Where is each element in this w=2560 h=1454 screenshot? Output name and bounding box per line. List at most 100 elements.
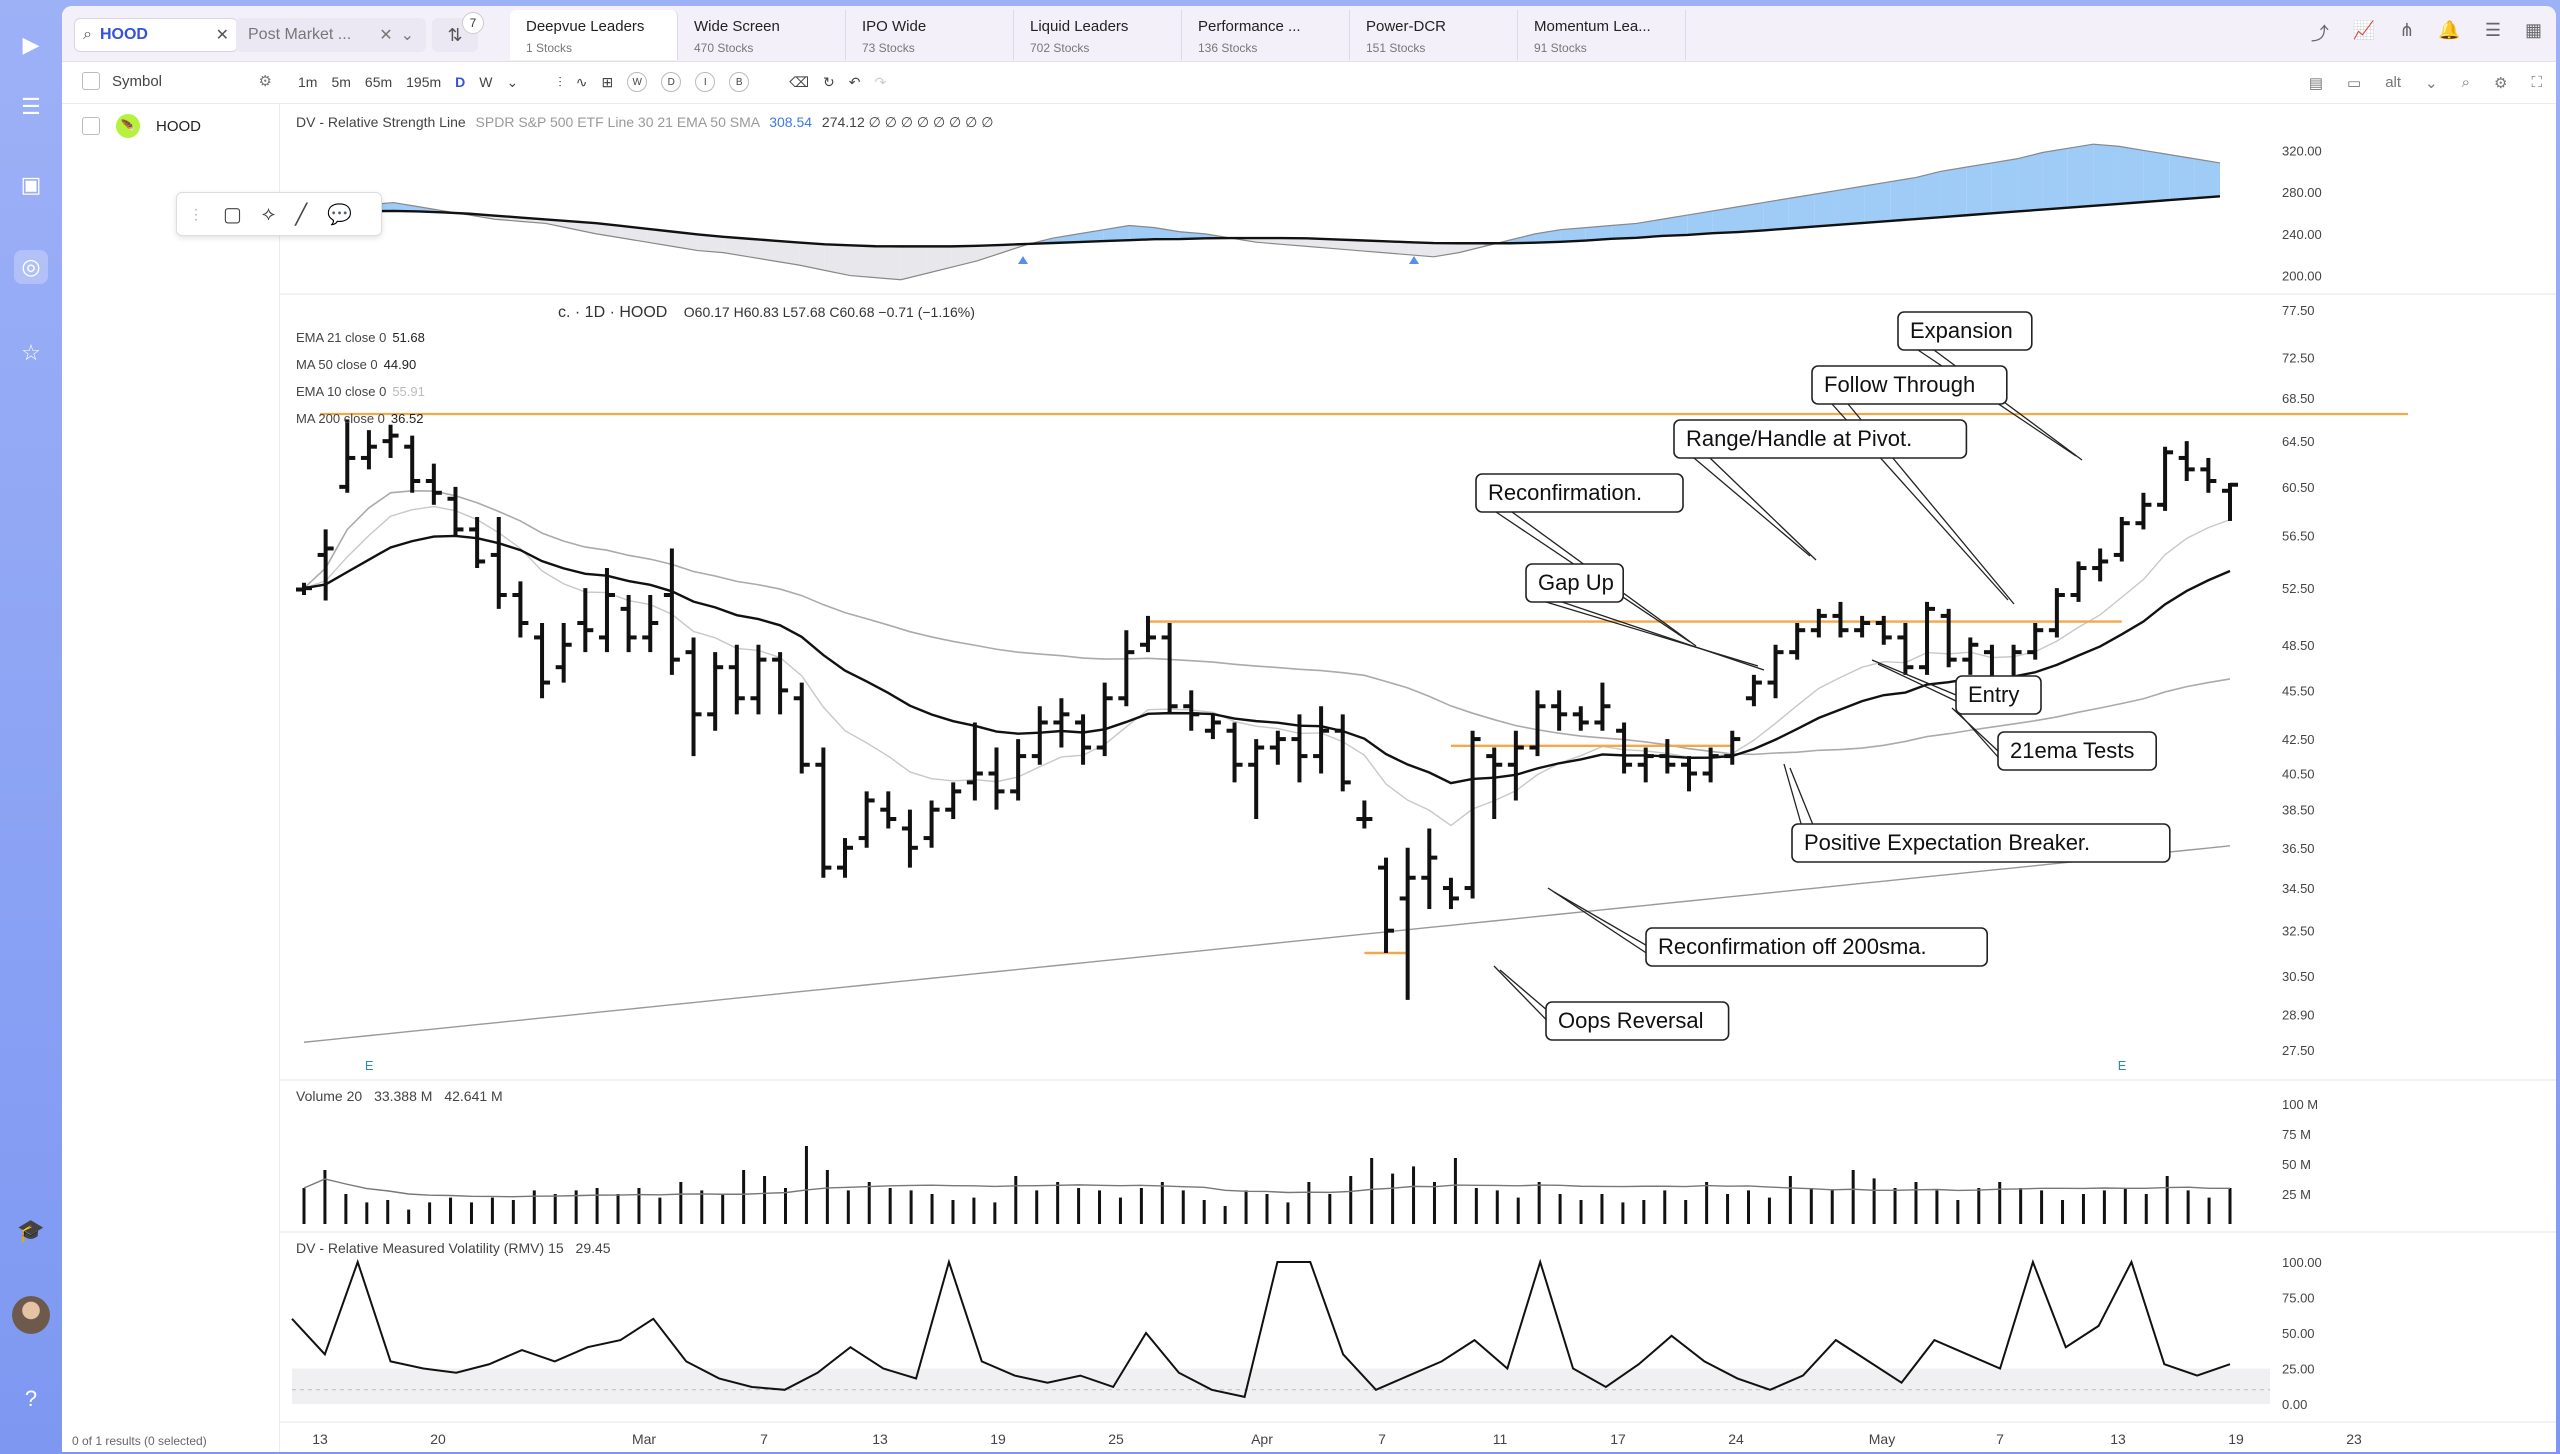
rs-fill-segment <box>748 238 774 261</box>
network-icon[interactable]: ⋔ <box>2399 20 2415 40</box>
folder-icon[interactable]: ▭ <box>2347 75 2362 92</box>
rs-fill-segment <box>621 225 648 243</box>
avatar[interactable] <box>12 1296 50 1334</box>
chart-right-tools: ▤ ▭ alt ⌄ ⌕ ⚙ ⛶ <box>2309 74 2542 92</box>
share-icon[interactable]: ⤴ <box>2310 24 2329 44</box>
timeframe-w[interactable]: W <box>479 74 493 90</box>
annotation-leader <box>1693 457 1811 557</box>
select-all-checkbox[interactable] <box>82 72 100 90</box>
chevron-down-icon[interactable]: ⌄ <box>506 73 519 90</box>
chart-toolbar: Symbol ⚙ 1m 5m 65m 195m D W ⌄ ⫶ ∿ ⊞ W D … <box>62 62 2556 104</box>
annotation-box <box>1645 927 1989 967</box>
earnings-marker: E <box>365 1058 374 1073</box>
alt-label[interactable]: alt <box>2385 74 2402 91</box>
rmv-tick-label: 50.00 <box>2282 1326 2315 1341</box>
fib-tool-icon[interactable]: ⟡ <box>261 202 276 225</box>
tab-wide-screen[interactable]: Wide Screen 470 Stocks <box>678 10 846 60</box>
search-box[interactable]: ⌕ HOOD ✕ <box>74 18 238 52</box>
indicators-icon[interactable]: ∿ <box>575 73 588 90</box>
template-icon[interactable]: ▤ <box>2308 75 2324 92</box>
chart-icon[interactable]: 📈 <box>2352 20 2376 40</box>
annotation-leader <box>1871 659 1957 696</box>
comment-tool-icon[interactable]: 💬 <box>327 203 353 226</box>
help-icon[interactable]: ? <box>24 1386 38 1411</box>
toggle-w[interactable]: W <box>627 72 648 92</box>
rs-fill-segment <box>1687 210 1713 235</box>
price-bar <box>837 838 854 878</box>
bell-icon[interactable]: 🔔 <box>2438 20 2461 40</box>
undo-icon[interactable]: ↶ <box>848 73 861 90</box>
rectangle-tool-icon[interactable]: ▢ <box>223 203 242 226</box>
radar-icon[interactable]: ◎ <box>14 250 48 284</box>
toggle-i[interactable]: I <box>695 72 716 92</box>
timeframe-5m[interactable]: 5m <box>331 74 351 90</box>
list-view-icon[interactable]: ☰ <box>2484 20 2501 40</box>
price-bar <box>1183 690 1200 731</box>
fullscreen-icon[interactable]: ⛶ <box>2531 74 2542 91</box>
timeframe-d[interactable]: D <box>455 74 466 90</box>
list-item[interactable]: 🪶 HOOD <box>82 114 272 138</box>
price-bar <box>620 594 637 653</box>
rs-fill-segment <box>1864 181 1891 223</box>
settings-icon[interactable]: ⚙ <box>2494 75 2508 92</box>
symbol-name: HOOD <box>156 117 201 135</box>
chevron-down-icon[interactable]: ⌄ <box>2425 75 2438 92</box>
tab-deepvue-leaders[interactable]: Deepvue Leaders 1 Stocks <box>510 10 678 60</box>
x-axis-label: 13 <box>312 1431 328 1447</box>
price-bar <box>685 637 702 757</box>
annotation-label: Positive Expectation Breaker. <box>1804 830 2090 855</box>
symbol-header: Symbol ⚙ <box>82 72 272 90</box>
layout-icon[interactable]: ▣ <box>20 172 42 197</box>
annotation-label: Range/Handle at Pivot. <box>1686 426 1912 451</box>
filter-badge: 7 <box>462 12 484 34</box>
tab-momentum-leaders[interactable]: Momentum Lea... 91 Stocks <box>1518 10 1686 60</box>
market-dropdown[interactable]: Post Market ... ✕ ⌄ <box>236 18 426 52</box>
annotation-box <box>1997 731 2157 771</box>
rs-fill-segment <box>2017 152 2043 212</box>
grid-view-icon[interactable]: ▦ <box>2524 20 2542 40</box>
annotation-leader <box>1545 601 1759 667</box>
zoom-icon[interactable]: ⌕ <box>2461 74 2471 91</box>
layout-grid-icon[interactable]: ⊞ <box>601 73 614 90</box>
eraser-icon[interactable]: ⌫ <box>789 73 810 90</box>
education-icon[interactable]: 🎓 <box>17 1218 45 1243</box>
price-bar <box>425 463 442 505</box>
bar-style-icon[interactable]: ⫶ <box>558 73 562 90</box>
timeframe-1m[interactable]: 1m <box>298 74 318 90</box>
chart-area[interactable]: 320.00 280.00 240.00 200.00 77.50 72.50 68.50 6… <box>280 104 2556 1452</box>
toggle-d[interactable]: D <box>661 72 682 92</box>
gear-icon[interactable]: ⚙ <box>258 73 272 90</box>
search-input[interactable]: HOOD <box>99 26 148 43</box>
row-checkbox[interactable] <box>82 117 100 135</box>
x-axis-label: 25 <box>1108 1431 1124 1447</box>
rmv-title: DV - Relative Measured Volatility (RMV) … <box>296 1240 611 1256</box>
tab-power-dcr[interactable]: Power-DCR 151 Stocks <box>1350 10 1518 60</box>
price-bar <box>2092 548 2109 582</box>
indicator-value: 44.90 <box>383 357 417 372</box>
redo-icon[interactable]: ↷ <box>874 73 887 90</box>
indicator-name: MA 50 close 0 <box>296 357 378 372</box>
tab-label: Momentum Lea... <box>1534 18 1651 35</box>
refresh-icon[interactable]: ↻ <box>823 73 835 90</box>
drag-handle-icon[interactable]: ⋮ <box>189 205 203 222</box>
filter-button[interactable]: ⇅ 7 <box>432 12 484 52</box>
tab-performance[interactable]: Performance ... 136 Stocks <box>1182 10 1350 60</box>
menu-icon[interactable]: ☰ <box>21 94 41 119</box>
toggle-b[interactable]: B <box>729 72 750 92</box>
tab-ipo-wide[interactable]: IPO Wide 73 Stocks <box>846 10 1014 60</box>
timeframe-65m[interactable]: 65m <box>364 74 393 90</box>
clear-market-icon[interactable]: ✕ <box>379 27 393 44</box>
annotation-leader <box>1709 457 1817 561</box>
price-bar <box>317 529 334 601</box>
line-tool-icon[interactable]: ╱ <box>295 203 308 226</box>
chart-svg[interactable]: 320.00280.00240.00200.0077.5072.5068.506… <box>280 104 2556 1452</box>
tab-liquid-leaders[interactable]: Liquid Leaders 702 Stocks <box>1014 10 1182 60</box>
clear-search-icon[interactable]: ✕ <box>215 27 229 44</box>
timeframe-195m[interactable]: 195m <box>406 74 442 90</box>
rs-value-1: 308.54 <box>769 114 813 130</box>
logo-icon[interactable]: ▶ <box>22 32 40 57</box>
star-icon[interactable]: ☆ <box>21 340 41 365</box>
price-bar <box>1832 601 1849 638</box>
rs-fill-segment <box>774 240 800 266</box>
rs-fill-segment <box>1966 162 1992 216</box>
